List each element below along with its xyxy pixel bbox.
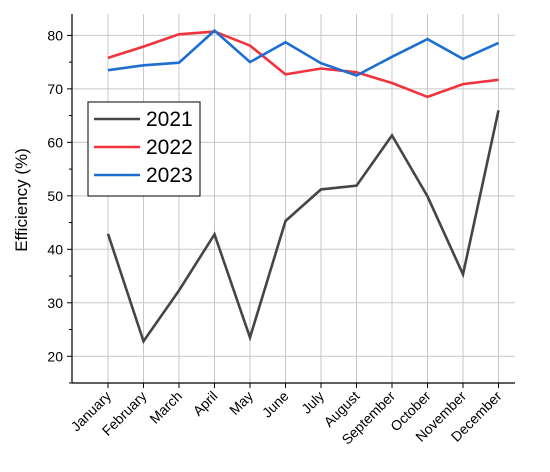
x-tick-label: July (298, 388, 327, 417)
y-tick-label: 60 (47, 134, 63, 150)
y-axis-title: Efficiency (%) (12, 148, 31, 252)
x-tick-label: May (226, 388, 256, 418)
x-tick-label: June (259, 388, 292, 421)
y-tick-label: 40 (47, 241, 63, 257)
y-tick-label: 20 (47, 348, 63, 364)
legend-label-2021: 2021 (146, 108, 193, 131)
y-tick-label: 30 (47, 295, 63, 311)
y-tick-label: 70 (47, 81, 63, 97)
legend-label-2022: 2022 (146, 136, 193, 159)
x-tick-label: April (189, 388, 220, 419)
legend: 2021 2022 2023 (88, 102, 200, 196)
legend-label-2023: 2023 (146, 164, 193, 187)
y-tick-label: 50 (47, 188, 63, 204)
y-tick-label: 80 (47, 27, 63, 43)
x-tick-label: March (146, 388, 185, 427)
